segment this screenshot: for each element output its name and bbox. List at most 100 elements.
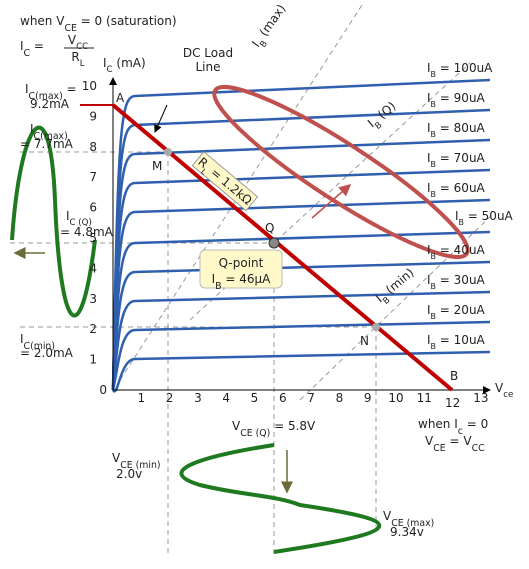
vce-q-part: V bbox=[232, 419, 241, 433]
y-tick-label: 9 bbox=[89, 109, 97, 123]
ic-max2-value: = 7.7mA bbox=[20, 137, 74, 151]
bias-line-label-part: I bbox=[373, 292, 385, 305]
x-tick-label: 11 bbox=[417, 391, 432, 405]
vce-max-part: V bbox=[383, 509, 392, 523]
curve-label: IB = 80uA bbox=[427, 121, 486, 139]
curve-label-part: I bbox=[427, 181, 431, 195]
x-tick-label: 7 bbox=[307, 391, 315, 405]
curve-label-part: = 40uA bbox=[436, 243, 486, 257]
swing-arrow bbox=[311, 184, 352, 219]
ic-min-value-part: = 2.0mA bbox=[20, 346, 74, 360]
m-point bbox=[164, 148, 172, 156]
saturation-note-part: = 0 (saturation) bbox=[77, 14, 177, 28]
x-tick-label-part: 6 bbox=[279, 391, 287, 405]
vce-max-value-part: 9.34v bbox=[390, 525, 424, 539]
rl-label bbox=[191, 151, 259, 212]
y-tick-label: 3 bbox=[89, 292, 97, 306]
ib-curves bbox=[111, 78, 491, 393]
x-tick-label-part: 12 bbox=[445, 396, 460, 410]
y-tick-label-part: 0 bbox=[99, 383, 107, 397]
y-tick-label: 1 bbox=[89, 353, 97, 367]
rl-text-sub: L bbox=[199, 167, 209, 177]
point-q: Q bbox=[265, 221, 274, 235]
x-tick-label-part: 3 bbox=[194, 391, 202, 405]
x-tick-label: 13 bbox=[473, 391, 488, 405]
ib-curve bbox=[111, 350, 491, 393]
curve-label-part: = 80uA bbox=[436, 121, 486, 135]
curve-label-sub: B bbox=[431, 252, 436, 261]
q-point-ib-sub: B bbox=[215, 281, 221, 292]
bias-line-label-part: (max) bbox=[254, 2, 288, 42]
ic-max2-part: I bbox=[30, 122, 34, 136]
cutoff-note-part: = 0 bbox=[463, 417, 488, 431]
ic-max-part: = bbox=[63, 82, 77, 96]
x-tick-label: 3 bbox=[194, 391, 202, 405]
y-tick-label: 6 bbox=[89, 201, 97, 215]
y-tick-label-part: 7 bbox=[89, 170, 97, 184]
q-point-ib-part: I bbox=[212, 272, 216, 286]
point-a-part: A bbox=[116, 91, 125, 105]
formula-lhs-part: = bbox=[30, 39, 44, 53]
ic-max-sub: C(max) bbox=[29, 91, 63, 102]
vce-max-value: 9.34v bbox=[390, 525, 424, 539]
vce-q-sub: CE (Q) bbox=[240, 428, 270, 439]
y-tick-label: 10 bbox=[82, 79, 97, 93]
q-point-title: Q-point bbox=[219, 256, 264, 270]
cutoff-note-sub: CC bbox=[472, 443, 486, 454]
curve-label-part: I bbox=[455, 209, 459, 223]
saturation-note-sub: CE bbox=[64, 23, 77, 34]
bias-line-label-part: (Q) bbox=[372, 99, 398, 124]
x-tick-label-part: 4 bbox=[222, 391, 230, 405]
y-tick-label-part: 10 bbox=[82, 79, 97, 93]
y-tick-label: 7 bbox=[89, 170, 97, 184]
ic-max2-value-part: = 7.7mA bbox=[20, 137, 74, 151]
curve-label: IB = 10uA bbox=[427, 333, 486, 351]
curve-label: IB = 70uA bbox=[427, 151, 486, 169]
ic-max-value: 9.2mA bbox=[30, 97, 70, 111]
curve-label-part: I bbox=[427, 61, 431, 75]
formula-num: VCC bbox=[68, 33, 88, 52]
n-point bbox=[372, 323, 380, 331]
curve-label-part: I bbox=[427, 91, 431, 105]
curve-label-part: = 20uA bbox=[436, 303, 486, 317]
y-tick-label-part: 4 bbox=[89, 261, 97, 275]
bias-line-label: IB (min) bbox=[373, 265, 420, 309]
load-line-title-part: Line bbox=[195, 60, 220, 74]
ic-q-value: = 4.8mA bbox=[60, 225, 114, 239]
saturation-note-part: when V bbox=[20, 14, 65, 28]
x-tick-label: 2 bbox=[166, 391, 174, 405]
vce-min: VCE (min) bbox=[112, 451, 161, 471]
curve-label-sub: B bbox=[459, 218, 464, 227]
y-tick-label-part: 5 bbox=[89, 231, 97, 245]
x-tick-label: 12 bbox=[445, 396, 460, 410]
q-point-ib-part: = 46μA bbox=[222, 272, 272, 286]
vce-max-sub: CE (max) bbox=[391, 518, 434, 529]
point-b-part: B bbox=[450, 369, 458, 383]
curve-label-sub: B bbox=[431, 312, 436, 321]
formula-num-part: V bbox=[68, 33, 77, 47]
x-tick-label: 1 bbox=[137, 391, 145, 405]
curve-label: IB = 30uA bbox=[427, 273, 486, 291]
y-tick-label-part: 6 bbox=[89, 201, 97, 215]
y-tick-label-part: 1 bbox=[89, 353, 97, 367]
curve-label-part: I bbox=[427, 151, 431, 165]
y-tick-label-part: 9 bbox=[89, 109, 97, 123]
x-tick-label-part: 1 bbox=[137, 391, 145, 405]
y-axis-label-part: I bbox=[103, 56, 107, 70]
point-n: N bbox=[360, 334, 369, 348]
curve-label-sub: B bbox=[431, 282, 436, 291]
bias-line-label-sub: B bbox=[258, 39, 270, 50]
formula-lhs-sub: C bbox=[24, 48, 31, 59]
vce-min-value: 2.0v bbox=[116, 467, 142, 481]
curve-label: IB = 50uA bbox=[455, 209, 514, 227]
x-tick-label-part: 10 bbox=[388, 391, 403, 405]
y-tick-label-part: 3 bbox=[89, 292, 97, 306]
x-tick-label-part: 8 bbox=[336, 391, 344, 405]
x-tick-label: 5 bbox=[251, 391, 259, 405]
x-tick-label: 10 bbox=[388, 391, 403, 405]
y-tick-label: 4 bbox=[89, 261, 97, 275]
x-tick-label: 6 bbox=[279, 391, 287, 405]
curve-label: IB = 20uA bbox=[427, 303, 486, 321]
curve-label-sub: B bbox=[431, 190, 436, 199]
ic-q-sub: C (Q) bbox=[70, 218, 92, 228]
